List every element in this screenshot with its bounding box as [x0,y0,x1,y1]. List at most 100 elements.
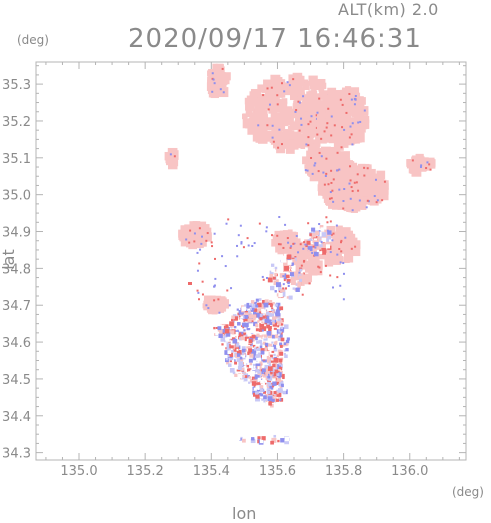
echo-cell [282,275,285,278]
echo-cell [251,334,256,339]
echo-cell [279,306,284,311]
echo-cell [193,240,196,243]
echo-cell [351,198,356,204]
echo-cell [332,256,341,265]
echo-cell [280,288,285,294]
echo-cell [321,188,327,194]
echo-cell [270,140,275,145]
echo-cell [379,192,387,200]
echo-cell [213,299,216,302]
echo-cell [173,155,176,158]
echo-cell [348,122,358,132]
echo-cell [255,335,261,341]
echo-cell [214,301,224,311]
echo-cell [280,143,283,146]
echo-cell [238,361,244,367]
echo-cell [255,304,259,308]
echo-cell [217,298,220,301]
echo-cell [320,227,325,232]
echo-cell [258,298,262,301]
echo-cell [287,260,293,265]
echo-cell [324,160,334,170]
echo-cell [353,117,362,125]
echo-cell [257,352,263,358]
echo-cell [286,337,290,341]
echo-cell [224,265,227,268]
echo-cell [420,164,423,167]
echo-cell [336,253,339,256]
echo-cell [274,290,277,293]
echo-cell [283,352,286,356]
echo-cell [304,104,311,112]
echo-cell [330,197,333,200]
echo-cell [349,165,352,168]
echo-cell [185,238,188,241]
echo-cell [306,169,309,172]
echo-cell [284,135,293,144]
echo-cell [319,82,327,90]
echo-cell [263,400,266,403]
echo-cell [326,225,336,235]
echo-cell [271,263,275,267]
echo-cell [295,87,305,97]
echo-cell [333,91,343,102]
echo-cell [294,110,297,113]
echo-cell [257,377,262,382]
echo-cell [314,241,319,247]
echo-cell [197,291,200,294]
echo-cell [359,184,368,192]
echo-cell [264,315,268,319]
echo-cell [351,171,361,181]
echo-cell [269,299,273,304]
echo-cell [266,324,270,329]
echo-cell [312,156,318,162]
echo-cell [320,241,323,244]
echo-cell [325,126,333,134]
echo-cell [340,151,350,161]
echo-cell [220,325,224,329]
echo-cell [278,292,283,297]
echo-cell [281,82,286,87]
echo-cell [314,246,317,249]
echo-cell [196,222,203,229]
echo-cell [322,171,325,174]
echo-cell [248,346,252,350]
echo-cell [240,336,245,341]
echo-cell [240,241,243,244]
echo-cell [215,309,220,314]
echo-cell [244,378,248,382]
echo-cell [275,282,281,288]
echo-cell [230,330,235,335]
echo-cell [275,94,280,99]
echo-cell [200,242,203,245]
echo-cell [311,227,316,232]
echo-cell [235,365,240,370]
echo-cell [319,100,325,106]
echo-cell [292,242,295,245]
x-axis-name: lon [232,504,257,523]
echo-cell [182,230,190,237]
echo-cell [265,368,270,374]
echo-cell [248,371,253,376]
echo-cell [345,117,355,127]
echo-cell [286,343,289,346]
echo-cell [281,373,285,378]
echo-cell [316,111,319,114]
echo-cell [284,328,290,333]
echo-cell [275,309,280,314]
echo-cell [244,315,249,319]
echo-cell [257,308,262,313]
echo-cell [277,321,283,326]
echo-cell [343,188,346,191]
echo-cell [227,350,232,355]
echo-cell [213,82,216,85]
echo-cell [353,108,363,118]
echo-cell [264,342,268,346]
echo-cell [265,379,270,384]
echo-cell [343,257,350,264]
echo-cell [327,230,332,235]
echo-cell [188,282,192,285]
echo-cell [313,238,318,242]
echo-cell [342,298,345,301]
echo-cell [268,435,272,439]
